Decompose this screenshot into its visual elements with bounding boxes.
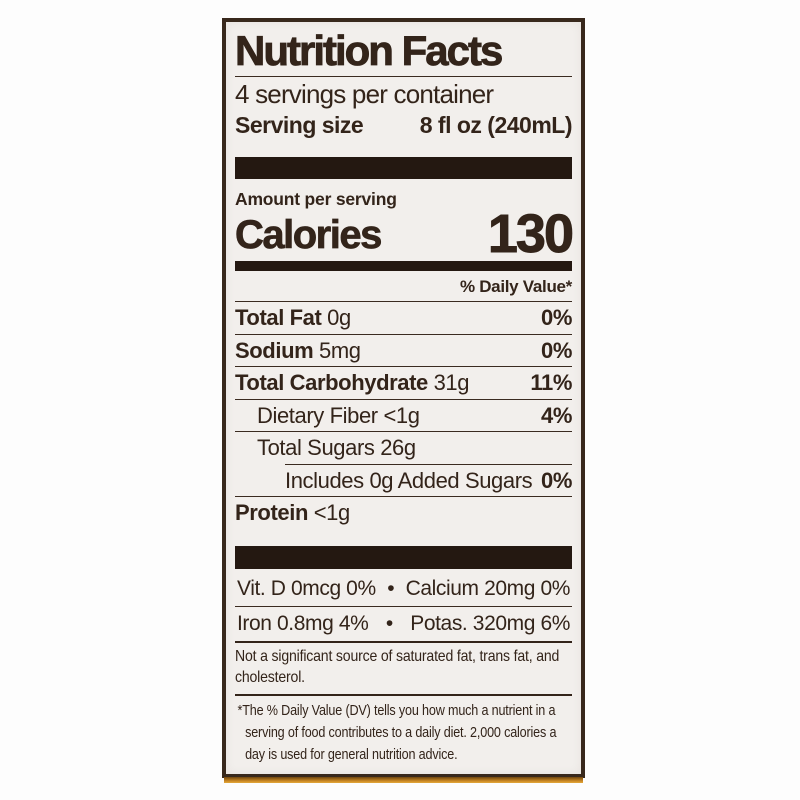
label-title: Nutrition Facts (235, 27, 504, 75)
nutrient-daily-value: 4% (541, 402, 572, 428)
nutrient-name: Protein (235, 500, 308, 525)
nutrient-row-protein: Protein <1g (235, 496, 572, 529)
daily-value-footnote: *The % Daily Value (DV) tells you how mu… (237, 701, 557, 763)
divider (235, 640, 572, 643)
amount-per-serving-label: Amount per serving (235, 189, 397, 209)
thick-separator-bar (235, 157, 572, 179)
nutrient-amount: 0g (327, 305, 351, 330)
nutrient-name: Total Sugars (257, 435, 375, 460)
micronutrient-row-iron-potassium: Iron 0.8mg 4% • Potas. 320mg 6% (235, 605, 572, 641)
nutrient-row-total-fat: Total Fat 0g 0% (235, 301, 572, 334)
nutrient-daily-value: 11% (530, 370, 572, 395)
micronutrient-row-vitd-calcium: Vit. D 0mcg 0% • Calcium 20mg 0% (235, 572, 572, 606)
calories-row: Calories 130 (235, 204, 575, 264)
nutrient-name: Dietary Fiber (257, 402, 378, 428)
micronutrient-left: Vit. D 0mcg 0% (237, 576, 376, 600)
nutrient-name-and-amount: Total Carbohydrate 31g (235, 367, 470, 399)
nutrient-daily-value: 0% (541, 467, 572, 493)
nutrient-name-and-amount: Protein <1g (235, 497, 350, 529)
micronutrient-left: Iron 0.8mg 4% (237, 611, 369, 635)
nutrient-amount: 31g (433, 370, 470, 395)
nutrient-name: Sodium (235, 337, 314, 363)
nutrient-name-and-amount: Total Fat 0g (235, 302, 351, 334)
serving-size-label: Serving size (235, 112, 364, 138)
serving-size-row: Serving size 8 fl oz (240mL) (235, 110, 573, 140)
micronutrient-right: Potas. 320mg 6% (410, 611, 570, 635)
serving-size-value: 8 fl oz (240mL) (419, 112, 573, 138)
nutrient-row-added-sugars: Includes 0g Added Sugars 0% (285, 463, 572, 497)
bullet-separator: • (385, 611, 393, 635)
nutrition-facts-panel: Nutrition Facts 4 servings per container… (222, 18, 585, 778)
nutrient-row-sodium: Sodium 5mg 0% (235, 333, 572, 367)
nutrient-row-total-carbohydrate: Total Carbohydrate 31g 11% (235, 366, 572, 399)
nutrient-amount: 5mg (318, 337, 361, 363)
divider (235, 693, 572, 696)
servings-per-container: 4 servings per container (235, 79, 494, 109)
nutrient-amount: <1g (383, 402, 420, 428)
medium-separator-bar (235, 261, 572, 271)
nutrient-row-total-sugars: Total Sugars 26g (235, 431, 572, 464)
nutrient-name-and-amount: Total Sugars 26g (257, 432, 416, 464)
divider (235, 76, 572, 77)
nutrient-name: Total Carbohydrate (235, 370, 428, 395)
nutrient-daily-value: 0% (541, 337, 572, 363)
nutrient-name-and-amount: Sodium 5mg (235, 335, 361, 367)
not-significant-note: Not a significant source of saturated fa… (235, 647, 560, 687)
nutrient-daily-value: 0% (541, 305, 572, 330)
micronutrient-right: Calcium 20mg 0% (405, 576, 571, 600)
calories-label: Calories (235, 213, 383, 258)
daily-value-header: % Daily Value* (459, 277, 572, 296)
nutrient-name: Includes 0g Added Sugars (285, 467, 533, 493)
nutrient-name: Total Fat (235, 305, 322, 330)
nutrient-name-and-amount: Dietary Fiber <1g (257, 400, 420, 432)
nutrient-amount: <1g (313, 500, 351, 525)
micronutrients-section: Vit. D 0mcg 0% • Calcium 20mg 0% Iron 0.… (235, 572, 572, 641)
thick-separator-bar (235, 545, 572, 569)
nutrient-name-and-amount: Includes 0g Added Sugars (285, 465, 533, 497)
bullet-separator: • (387, 576, 395, 600)
nutrient-row-dietary-fiber: Dietary Fiber <1g 4% (235, 398, 572, 432)
calories-value: 130 (487, 204, 574, 264)
product-surface-strip (224, 777, 583, 783)
nutrient-amount: 26g (380, 435, 416, 460)
